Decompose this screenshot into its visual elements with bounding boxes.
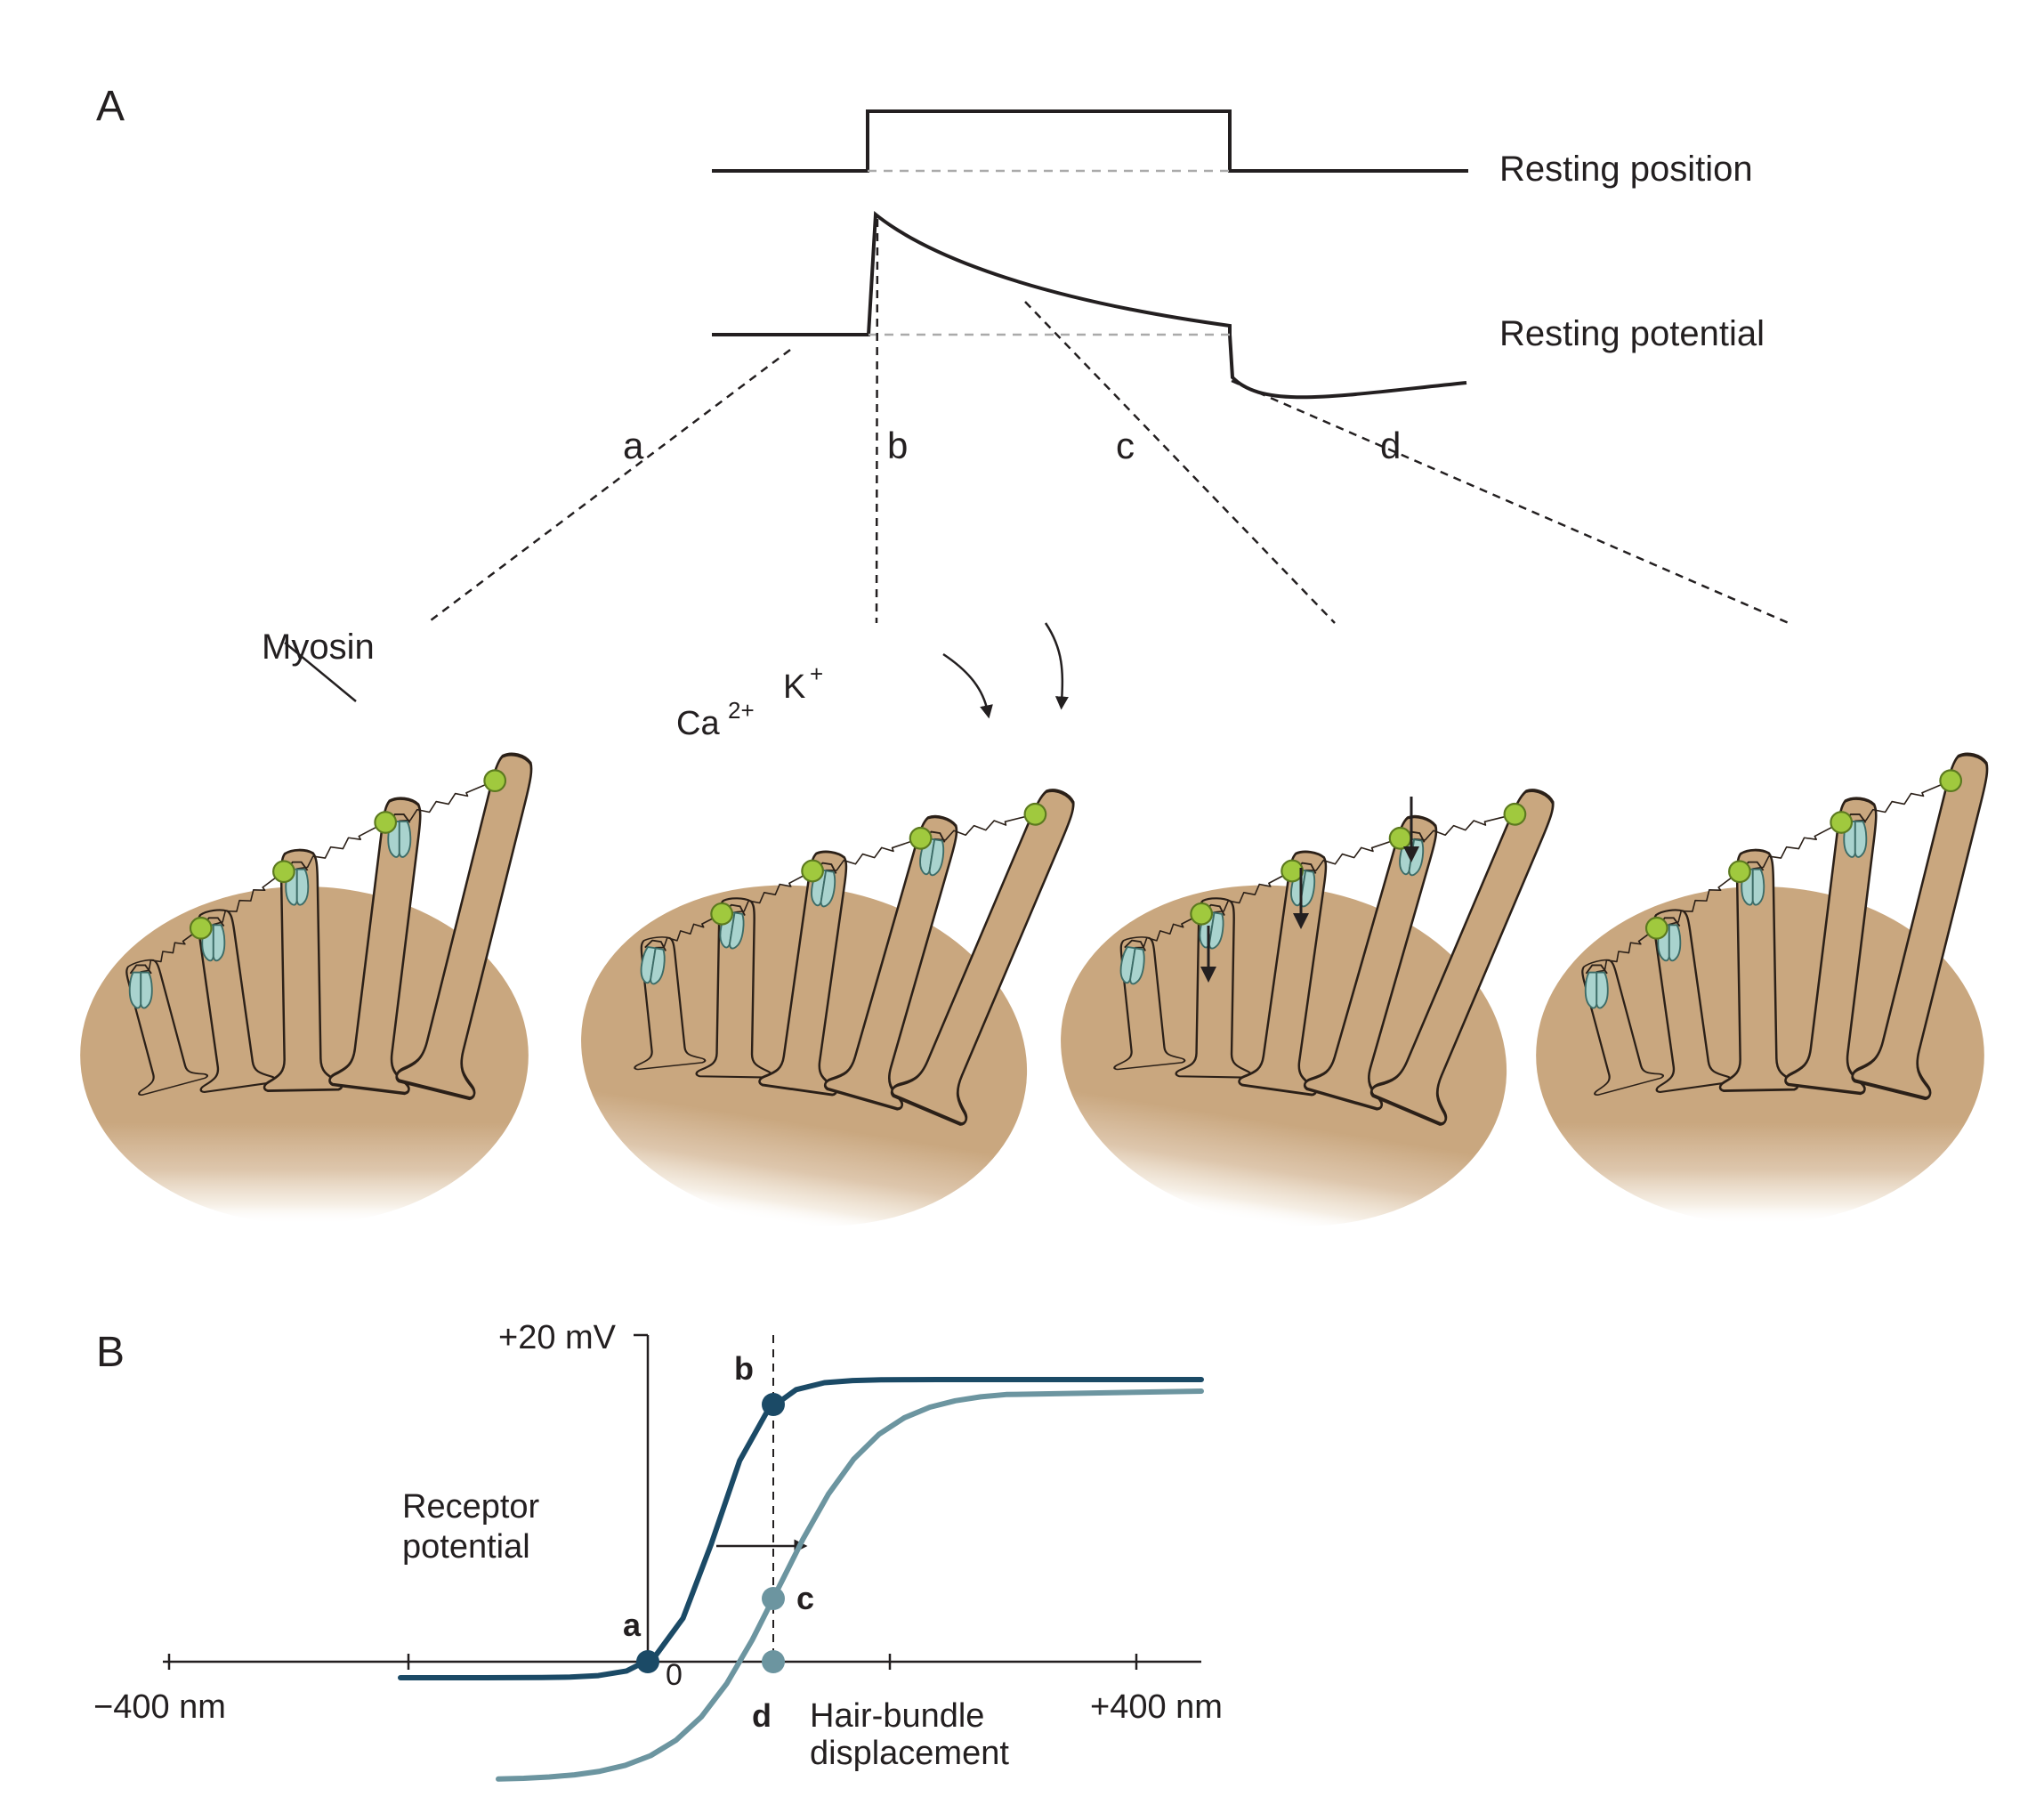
svg-text:0: 0 xyxy=(666,1658,683,1692)
svg-text:potential: potential xyxy=(402,1528,530,1566)
svg-text:+400 nm: +400 nm xyxy=(1090,1688,1223,1726)
svg-text:Receptor: Receptor xyxy=(402,1488,540,1526)
svg-text:−400 nm: −400 nm xyxy=(93,1688,226,1726)
svg-text:c: c xyxy=(796,1580,814,1616)
svg-text:+20 mV: +20 mV xyxy=(498,1319,617,1356)
svg-text:displacement: displacement xyxy=(810,1735,1009,1772)
svg-text:a: a xyxy=(623,1607,642,1643)
svg-text:Hair-bundle: Hair-bundle xyxy=(810,1697,984,1735)
svg-text:d: d xyxy=(752,1697,772,1734)
svg-text:b: b xyxy=(734,1350,754,1387)
